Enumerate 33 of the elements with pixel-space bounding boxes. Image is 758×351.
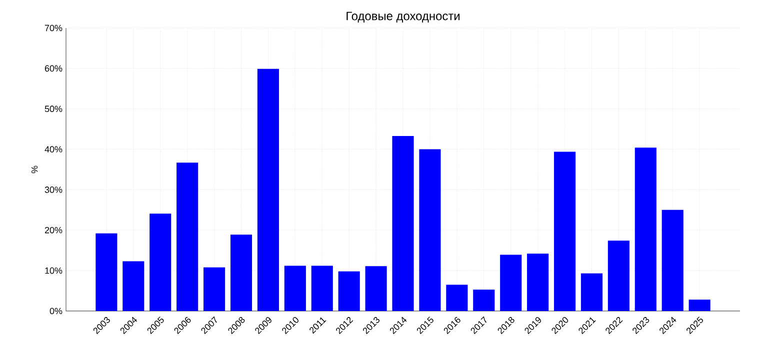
bar	[176, 162, 198, 311]
bar	[122, 261, 144, 311]
y-tick-label: 30%	[44, 186, 62, 193]
bar	[230, 234, 252, 311]
bar	[284, 266, 306, 311]
bar	[688, 300, 710, 311]
bar	[419, 149, 441, 311]
bar	[634, 148, 656, 311]
bar	[203, 267, 226, 311]
bar	[446, 284, 468, 311]
y-tick-label: 50%	[44, 106, 62, 112]
y-axis-title: %	[31, 166, 38, 174]
y-tick-label: 20%	[44, 226, 62, 234]
y-tick-label: 60%	[44, 65, 62, 72]
chart-title: Годовые доходности	[346, 12, 460, 22]
bar	[473, 290, 495, 311]
bar	[527, 254, 549, 311]
y-tick-label: 10%	[45, 267, 62, 274]
bar	[257, 68, 279, 311]
bar	[580, 273, 603, 311]
y-tick-label: 40%	[44, 146, 62, 152]
bar	[500, 254, 522, 311]
bar	[150, 214, 172, 311]
bar	[365, 266, 387, 311]
y-tick-label: 70%	[44, 24, 62, 32]
bar	[338, 271, 360, 311]
bar	[608, 240, 630, 311]
bar	[96, 233, 118, 311]
bar	[662, 210, 684, 311]
bar	[311, 266, 333, 311]
y-tick-label: 0%	[50, 308, 62, 314]
bar	[554, 152, 576, 311]
bar	[392, 136, 414, 311]
